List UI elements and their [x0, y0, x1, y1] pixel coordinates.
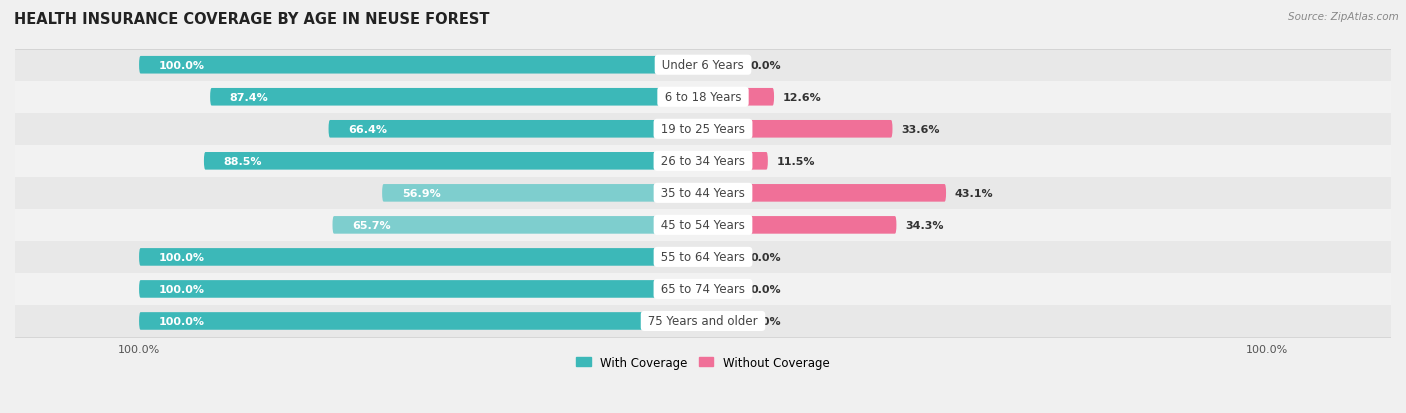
Bar	[15, 209, 1391, 241]
FancyBboxPatch shape	[703, 249, 742, 266]
FancyBboxPatch shape	[139, 249, 703, 266]
Text: 56.9%: 56.9%	[402, 188, 440, 198]
Bar	[15, 305, 1391, 337]
Text: 65 to 74 Years: 65 to 74 Years	[657, 283, 749, 296]
Text: 35 to 44 Years: 35 to 44 Years	[657, 187, 749, 200]
Text: 6 to 18 Years: 6 to 18 Years	[661, 91, 745, 104]
FancyBboxPatch shape	[703, 153, 768, 170]
Text: 100.0%: 100.0%	[159, 316, 205, 326]
Text: 0.0%: 0.0%	[751, 252, 782, 262]
Text: Source: ZipAtlas.com: Source: ZipAtlas.com	[1288, 12, 1399, 22]
Bar	[15, 81, 1391, 114]
Bar	[15, 178, 1391, 209]
Text: 0.0%: 0.0%	[751, 316, 782, 326]
Text: 33.6%: 33.6%	[901, 124, 939, 135]
Text: 34.3%: 34.3%	[905, 221, 943, 230]
FancyBboxPatch shape	[204, 153, 703, 170]
Legend: With Coverage, Without Coverage: With Coverage, Without Coverage	[572, 351, 834, 374]
FancyBboxPatch shape	[382, 185, 703, 202]
FancyBboxPatch shape	[703, 216, 897, 234]
FancyBboxPatch shape	[139, 57, 703, 74]
Text: 0.0%: 0.0%	[751, 284, 782, 294]
FancyBboxPatch shape	[332, 216, 703, 234]
Text: 88.5%: 88.5%	[224, 157, 262, 166]
FancyBboxPatch shape	[139, 280, 703, 298]
Text: 19 to 25 Years: 19 to 25 Years	[657, 123, 749, 136]
Text: Under 6 Years: Under 6 Years	[658, 59, 748, 72]
FancyBboxPatch shape	[703, 280, 742, 298]
Bar	[15, 114, 1391, 145]
FancyBboxPatch shape	[209, 89, 703, 106]
FancyBboxPatch shape	[703, 121, 893, 138]
Text: 100.0%: 100.0%	[159, 284, 205, 294]
Text: 75 Years and older: 75 Years and older	[644, 315, 762, 328]
Text: 12.6%: 12.6%	[783, 93, 821, 102]
Text: 55 to 64 Years: 55 to 64 Years	[657, 251, 749, 264]
Text: 87.4%: 87.4%	[229, 93, 269, 102]
Text: 26 to 34 Years: 26 to 34 Years	[657, 155, 749, 168]
FancyBboxPatch shape	[703, 312, 742, 330]
Text: HEALTH INSURANCE COVERAGE BY AGE IN NEUSE FOREST: HEALTH INSURANCE COVERAGE BY AGE IN NEUS…	[14, 12, 489, 27]
Text: 11.5%: 11.5%	[776, 157, 815, 166]
Text: 100.0%: 100.0%	[159, 61, 205, 71]
Text: 66.4%: 66.4%	[349, 124, 387, 135]
FancyBboxPatch shape	[139, 312, 703, 330]
Bar	[15, 50, 1391, 81]
Text: 65.7%: 65.7%	[353, 221, 391, 230]
FancyBboxPatch shape	[703, 185, 946, 202]
Text: 0.0%: 0.0%	[751, 61, 782, 71]
Bar	[15, 241, 1391, 273]
FancyBboxPatch shape	[703, 89, 775, 106]
Bar	[15, 273, 1391, 305]
Text: 43.1%: 43.1%	[955, 188, 993, 198]
FancyBboxPatch shape	[329, 121, 703, 138]
Text: 100.0%: 100.0%	[159, 252, 205, 262]
Bar	[15, 145, 1391, 178]
FancyBboxPatch shape	[703, 57, 742, 74]
Text: 45 to 54 Years: 45 to 54 Years	[657, 219, 749, 232]
